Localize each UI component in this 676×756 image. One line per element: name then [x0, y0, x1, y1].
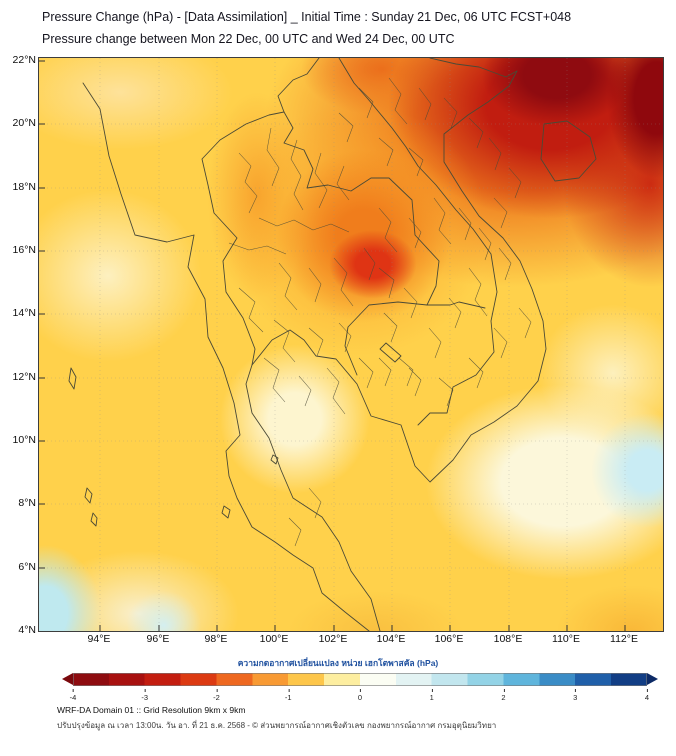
lon-tick-label: 106°E — [434, 633, 464, 645]
chart-title-line1: Pressure Change (hPa) - [Data Assimilati… — [42, 10, 572, 24]
tonle-sap-lake-outline — [379, 342, 402, 363]
lon-tick-label: 94°E — [87, 633, 111, 645]
map-overlay-svg — [39, 58, 663, 631]
thailand-cambodia-border — [344, 301, 428, 376]
colorbar — [62, 673, 658, 686]
colorbar-tick: 4 — [644, 689, 650, 702]
cambodia-laos-border — [426, 301, 486, 309]
pressure-change-heatmap — [39, 58, 663, 631]
lat-tick-label: 4°N — [18, 624, 36, 636]
title-block: Pressure Change (hPa) - [Data Assimilati… — [42, 6, 571, 50]
lon-tick-label: 112°E — [610, 633, 638, 645]
lat-tick-label: 12°N — [12, 371, 36, 383]
colorbar-tick: -1 — [284, 689, 292, 702]
lon-tick-label: 108°E — [493, 633, 523, 645]
grid-lines — [39, 58, 663, 631]
colorbar-right-arrow — [647, 673, 658, 685]
update-copyright-caption: ปรับปรุงข้อมูล ณ เวลา 13:00น. วัน อา. ที… — [57, 721, 497, 730]
lon-tick-label: 102°E — [318, 633, 348, 645]
thailand-myanmar-border — [201, 111, 285, 366]
colorbar-tick: 3 — [573, 689, 578, 702]
lat-tick-label: 6°N — [18, 561, 36, 573]
colorbar-tick: -2 — [213, 689, 220, 702]
colorbar-tick: -3 — [141, 689, 149, 702]
lon-tick-label: 110°E — [552, 633, 580, 645]
colorbar-tick: -4 — [69, 689, 77, 702]
colorbar-left-arrow — [62, 673, 73, 685]
lat-tick-label: 18°N — [12, 181, 36, 193]
colorbar-tick-labels: -4 -3 -2 -1 0 1 2 3 4 — [69, 689, 650, 702]
colorbar-gradient — [73, 673, 647, 686]
lon-tick-label: 100°E — [259, 633, 289, 645]
myanmar-west-coastline — [82, 82, 370, 631]
province-boundaries — [228, 77, 532, 547]
lat-tick-label: 16°N — [12, 244, 36, 256]
lon-tick-label: 98°E — [204, 633, 228, 645]
domain-resolution-caption: WRF-DA Domain 01 :: Grid Resolution 9km … — [57, 705, 246, 715]
colorbar-tick: 1 — [429, 689, 434, 702]
lat-tick-label: 10°N — [12, 434, 36, 446]
small-islands — [68, 367, 279, 527]
thailand-laos-border — [283, 111, 440, 306]
lat-tick-label: 14°N — [12, 307, 36, 319]
lat-tick-label: 20°N — [12, 117, 36, 129]
china-vietnam-border — [429, 58, 518, 78]
lon-tick-label: 96°E — [146, 633, 170, 645]
country-boundaries — [68, 58, 597, 631]
lat-tick-label: 22°N — [12, 54, 36, 66]
axis-tick-marks — [39, 60, 626, 631]
colorbar-tick: 2 — [501, 689, 506, 702]
colorbar-title: ความกดอากาศเปลี่ยนแปลง หน่วย เฮกโตพาสคัล… — [237, 658, 439, 668]
myanmar-china-border — [277, 58, 320, 113]
lon-tick-label: 104°E — [376, 633, 406, 645]
colorbar-tick: 0 — [357, 689, 363, 702]
lat-tick-label: 8°N — [18, 497, 36, 509]
laos-vietnam-border — [338, 58, 498, 426]
hainan-island-outline — [540, 120, 597, 182]
gulf-vietnam-coastline — [245, 70, 547, 631]
chart-title-line2: Pressure change between Mon 22 Dec, 00 U… — [42, 32, 455, 46]
map-plot-area — [38, 57, 664, 632]
